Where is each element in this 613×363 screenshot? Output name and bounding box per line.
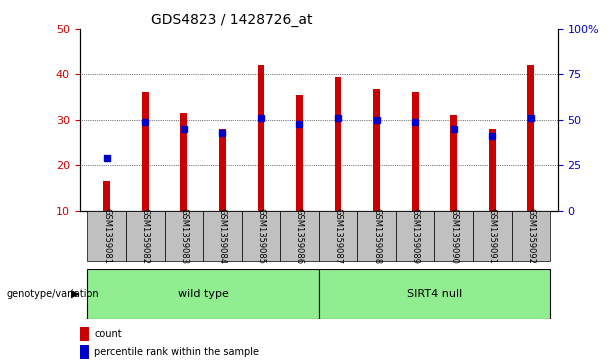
Bar <box>412 91 419 211</box>
Text: GSM1359090: GSM1359090 <box>449 208 459 264</box>
Text: genotype/variation: genotype/variation <box>6 289 99 299</box>
Text: GSM1359085: GSM1359085 <box>256 208 265 264</box>
Text: SIRT4 null: SIRT4 null <box>407 289 462 299</box>
FancyBboxPatch shape <box>473 211 512 261</box>
FancyBboxPatch shape <box>126 211 164 261</box>
Text: GSM1359091: GSM1359091 <box>488 208 497 264</box>
FancyBboxPatch shape <box>396 211 435 261</box>
Text: GDS4823 / 1428726_at: GDS4823 / 1428726_at <box>151 13 313 26</box>
Text: GSM1359088: GSM1359088 <box>372 208 381 264</box>
Bar <box>219 129 226 211</box>
Bar <box>180 113 187 211</box>
FancyBboxPatch shape <box>88 269 319 319</box>
FancyBboxPatch shape <box>164 211 203 261</box>
Text: GSM1359089: GSM1359089 <box>411 208 420 264</box>
FancyBboxPatch shape <box>435 211 473 261</box>
Bar <box>104 181 110 211</box>
Text: wild type: wild type <box>178 289 229 299</box>
Text: GSM1359087: GSM1359087 <box>333 208 343 264</box>
Text: GSM1359083: GSM1359083 <box>179 208 188 264</box>
Bar <box>335 77 341 211</box>
FancyBboxPatch shape <box>88 211 126 261</box>
Text: GSM1359084: GSM1359084 <box>218 208 227 264</box>
Text: percentile rank within the sample: percentile rank within the sample <box>94 347 259 357</box>
Text: ▶: ▶ <box>70 289 79 299</box>
Bar <box>373 89 380 211</box>
Text: count: count <box>94 329 121 339</box>
Bar <box>80 327 89 341</box>
Text: GSM1359081: GSM1359081 <box>102 208 111 264</box>
Bar <box>142 91 148 211</box>
Bar <box>451 115 457 211</box>
FancyBboxPatch shape <box>319 211 357 261</box>
Text: GSM1359082: GSM1359082 <box>141 208 150 264</box>
Bar <box>527 65 534 211</box>
Bar <box>257 65 264 211</box>
FancyBboxPatch shape <box>357 211 396 261</box>
Text: GSM1359092: GSM1359092 <box>527 208 535 264</box>
Text: GSM1359086: GSM1359086 <box>295 208 304 264</box>
FancyBboxPatch shape <box>319 269 550 319</box>
Bar <box>80 345 89 359</box>
FancyBboxPatch shape <box>280 211 319 261</box>
FancyBboxPatch shape <box>242 211 280 261</box>
Bar <box>296 95 303 211</box>
FancyBboxPatch shape <box>512 211 550 261</box>
FancyBboxPatch shape <box>203 211 242 261</box>
Bar <box>489 129 496 211</box>
